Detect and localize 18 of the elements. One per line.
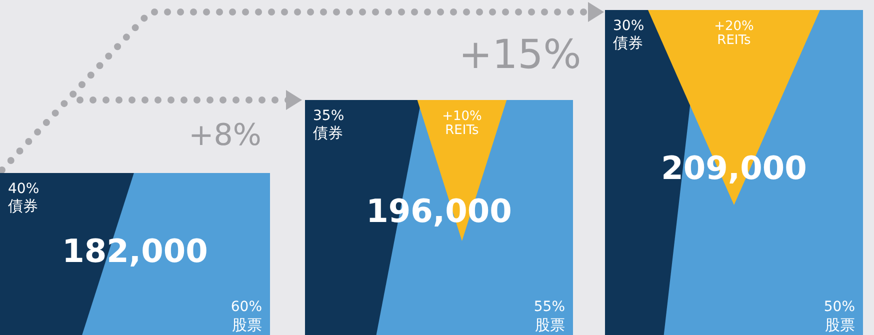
text: +8% [188,118,262,153]
category-label: 股票 [535,316,565,334]
data-label: 50% [824,299,855,315]
category-label: 股票 [232,316,262,334]
text: +15% [458,32,582,78]
data-label: +20% [714,19,754,34]
data-label: 40% [8,181,40,197]
category-label: 債券 [613,34,643,52]
category-label: 債券 [313,124,343,142]
data-label: 60% [230,299,262,315]
category-label: 股票 [825,316,855,334]
category-label: REITs [717,33,752,48]
data-label: 30% [613,18,644,34]
category-label: 債券 [8,197,38,215]
category-label: REITs [445,123,480,138]
data-label: +10% [442,109,482,124]
data-label: 35% [313,108,344,124]
data-label: 55% [534,299,565,315]
